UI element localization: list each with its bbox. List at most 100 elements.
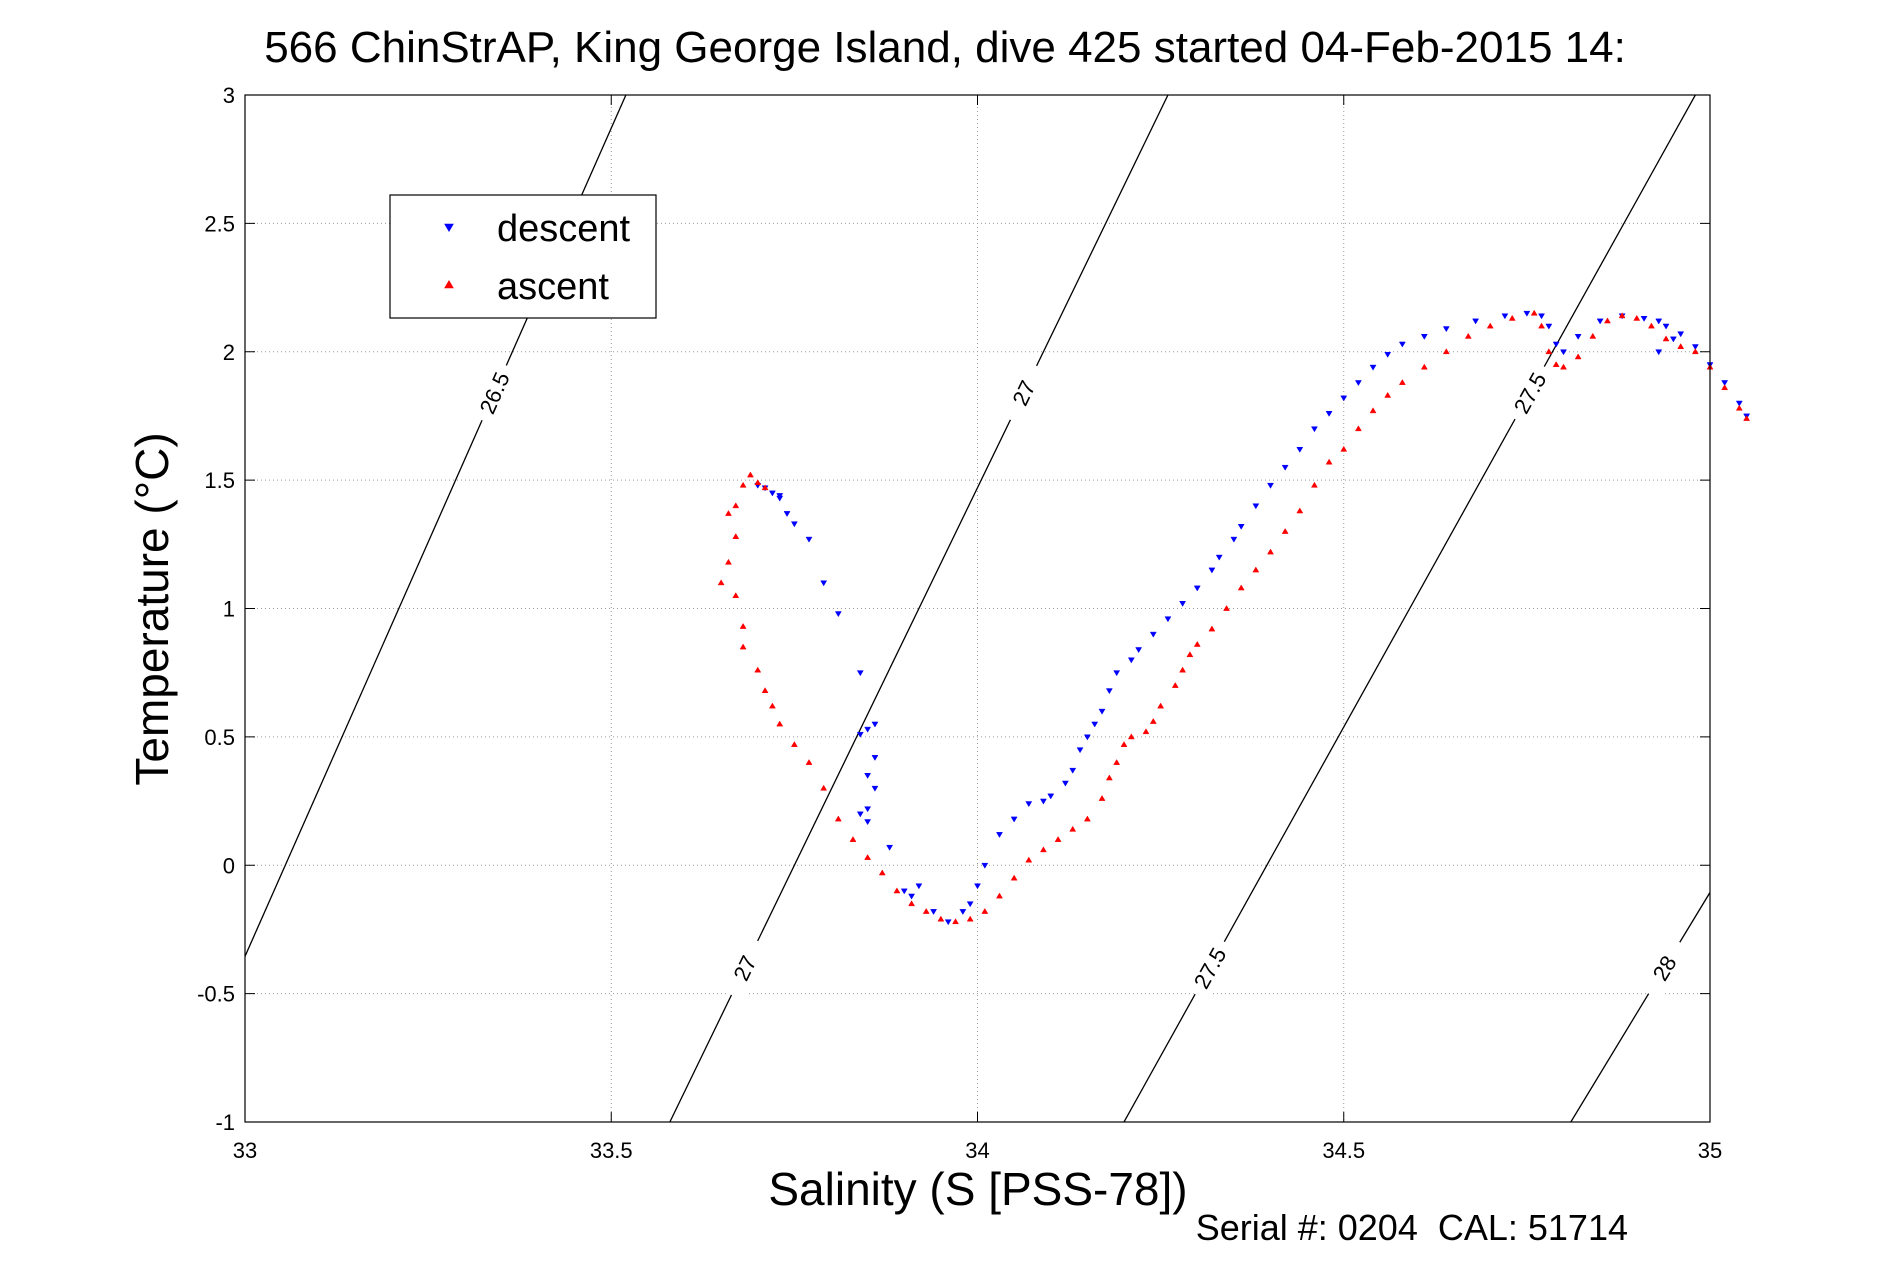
ascent-point (732, 533, 740, 539)
descent-point (1237, 523, 1245, 530)
descent-point (1384, 351, 1392, 358)
ascent-point (1252, 566, 1260, 573)
ascent-point (1721, 384, 1729, 391)
ascent-point (1267, 548, 1274, 555)
descent-point (1025, 801, 1033, 808)
ascent-point (1208, 625, 1216, 632)
x-tick-label: 33 (233, 1138, 257, 1163)
ascent-point (1083, 815, 1091, 822)
ascent-point (761, 484, 769, 491)
descent-point (1098, 708, 1106, 715)
ascent-point (1384, 391, 1392, 398)
ascent-point (1604, 317, 1611, 324)
descent-point (886, 844, 894, 851)
ascent-point (1486, 322, 1494, 329)
descent-point (1311, 426, 1318, 433)
descent-point (1252, 503, 1260, 510)
ascent-point (1574, 353, 1582, 360)
y-tick-label: 0 (223, 853, 235, 878)
descent-point (864, 819, 872, 826)
ascent-point (1340, 445, 1348, 452)
descent-point (974, 883, 981, 890)
chart-title: 566 ChinStrAP, King George Island, dive … (264, 23, 1626, 72)
x-tick-label: 34 (965, 1138, 989, 1163)
isopycnal-label-bg (1182, 934, 1237, 1001)
descent-point (871, 721, 879, 728)
descent-point (1091, 721, 1099, 728)
descent-point (1149, 631, 1157, 638)
y-tick-label: -1 (215, 1110, 235, 1135)
y-tick-label: 1.5 (204, 468, 235, 493)
descent-point (1230, 536, 1238, 543)
ascent-point (1398, 379, 1406, 385)
ascent-point (893, 887, 901, 894)
ascent-point (1193, 640, 1201, 647)
ascent-point (1560, 363, 1567, 370)
descent-point (1076, 747, 1084, 754)
descent-point (1039, 798, 1047, 805)
ascent-point (996, 892, 1003, 899)
descent-point (1208, 567, 1216, 574)
ascent-point (1069, 825, 1077, 832)
legend-label-ascent: ascent (497, 266, 609, 308)
descent-point (1721, 380, 1729, 387)
descent-point (1340, 395, 1348, 402)
descent-point (1369, 364, 1377, 371)
ascent-point (1369, 407, 1377, 414)
descent-point (1545, 323, 1553, 330)
ascent-point (761, 687, 769, 694)
descent-point (1354, 380, 1362, 387)
y-tick-label: 3 (223, 83, 235, 108)
ascent-point (1186, 651, 1194, 658)
ascent-point (1325, 458, 1333, 465)
descent-point (1047, 793, 1055, 800)
ascent-point (834, 815, 842, 822)
descent-point (1083, 734, 1091, 741)
ascent-point (1354, 425, 1362, 432)
ascent-point (1589, 332, 1597, 339)
ascent-point (1120, 741, 1128, 747)
ascent-point (1157, 702, 1165, 709)
descent-point (856, 731, 864, 738)
ascent-point (1618, 312, 1626, 319)
descent-point (1398, 341, 1406, 348)
descent-point (981, 862, 989, 869)
descent-point (1574, 333, 1582, 340)
descent-point (1691, 344, 1699, 351)
ascent-point (1545, 348, 1553, 355)
y-tick-label: 0.5 (204, 725, 235, 750)
descent-point (900, 888, 908, 895)
ascent-point (732, 502, 740, 509)
ascent-point (820, 784, 828, 791)
descent-point (871, 755, 879, 761)
ascent-point (1735, 404, 1743, 411)
ascent-point (1633, 314, 1641, 321)
ascent-point (1743, 415, 1751, 421)
ascent-point (1311, 481, 1318, 488)
descent-point (1267, 482, 1274, 489)
descent-point (996, 832, 1003, 838)
legend-marker-descent (444, 223, 454, 232)
descent-point (1442, 326, 1450, 333)
ascent-point (1662, 335, 1670, 342)
descent-point (1735, 400, 1743, 407)
descent-point (871, 785, 879, 792)
ascent-point (849, 836, 857, 842)
ascent-point (952, 918, 959, 925)
ascent-point (1223, 605, 1230, 611)
ascent-point (878, 869, 886, 876)
ascent-point (864, 854, 872, 860)
descent-point (856, 811, 864, 818)
descent-point (1179, 601, 1187, 607)
ascent-point (1508, 314, 1516, 321)
footer-text: Serial #: 0204 CAL: 51714 (1196, 1207, 1628, 1248)
descent-point (915, 883, 923, 890)
descent-point (805, 536, 813, 543)
ascent-point (1281, 527, 1289, 534)
descent-point (834, 611, 842, 618)
isopycnal-label-bg (1636, 935, 1692, 1001)
ascent-point (754, 479, 762, 486)
ascent-point (1025, 856, 1033, 863)
isopycnal-label-bg (997, 359, 1050, 426)
descent-point (1655, 318, 1663, 325)
